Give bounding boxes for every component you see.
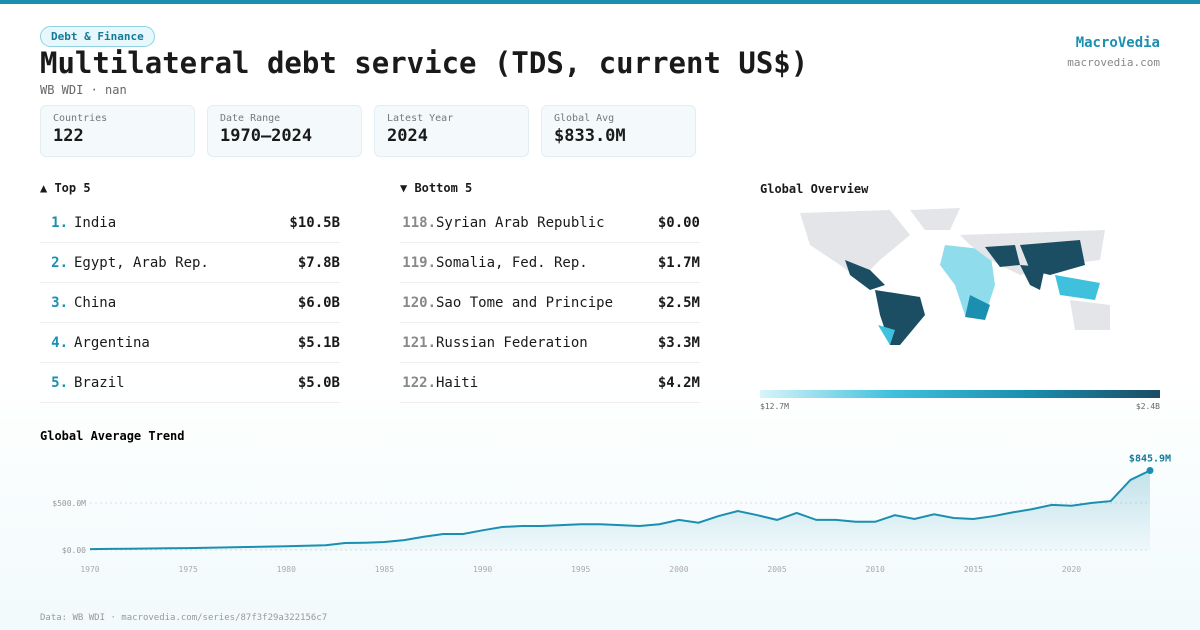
rank: 122. — [402, 374, 436, 391]
country: Brazil — [74, 374, 125, 391]
list-row: 1. India $10.5B — [40, 203, 340, 243]
stat-card: Latest Year 2024 — [374, 105, 529, 157]
list-row: 119. Somalia, Fed. Rep. $1.7M — [400, 243, 700, 283]
list-title: ▼ Bottom 5 — [400, 181, 473, 195]
value-label: $845.9M — [1129, 453, 1171, 464]
y-tick-label: $0.00 — [62, 546, 86, 555]
country: Russian Federation — [436, 334, 588, 351]
value: $3.3M — [657, 334, 700, 351]
value: $7.8B — [297, 254, 340, 271]
x-tick-label: 1995 — [571, 565, 590, 574]
x-tick-label: 2010 — [866, 565, 885, 574]
stat-value: $833.0M — [554, 126, 626, 146]
end-point — [1146, 466, 1154, 474]
country: India — [74, 214, 117, 231]
country: Argentina — [74, 334, 150, 351]
rank: 118. — [402, 214, 436, 231]
rank: 3. — [51, 294, 68, 311]
rank: 5. — [51, 374, 68, 391]
map-title: Global Overview — [760, 182, 869, 196]
stats: Countries 122 Date Range 1970–2024 Latest Ye… — [40, 105, 696, 157]
value: $6.0B — [297, 294, 340, 311]
list-row: 3. China $6.0B — [40, 283, 340, 323]
area — [90, 470, 1150, 550]
list-row: 2. Egypt, Arab Rep. $7.8B — [40, 243, 340, 283]
brand[interactable]: MacroVedia — [1075, 35, 1160, 51]
stat-label: Latest Year — [387, 113, 454, 124]
value: $1.7M — [657, 254, 700, 271]
value: $10.5B — [289, 214, 340, 231]
stat-value: 2024 — [387, 126, 428, 146]
tag[interactable]: Debt & Finance — [40, 26, 155, 47]
list-row: 122. Haiti $4.2M — [400, 363, 700, 403]
top-list: ▲ Top 5 1. India $10.5B 2. Egypt, Arab Rep. $7… — [40, 181, 340, 403]
country: Egypt, Arab Rep. — [74, 254, 209, 271]
x-tick-label: 1990 — [473, 565, 492, 574]
rank: 119. — [402, 254, 436, 271]
value: $4.2M — [657, 374, 700, 391]
trend-chart: Global Average Trend $0.00 $500.0M 1970 197… — [40, 429, 1171, 574]
color-scale — [760, 390, 1160, 398]
subtitle: WB WDI · nan — [40, 83, 127, 97]
x-tick-label: 1975 — [179, 565, 198, 574]
x-tick-label: 2015 — [964, 565, 983, 574]
country: Sao Tome and Principe — [436, 294, 614, 311]
x-tick-label: 2005 — [767, 565, 786, 574]
list-title: ▲ Top 5 — [40, 181, 91, 195]
stat-card: Date Range 1970–2024 — [207, 105, 362, 157]
value: $2.5M — [657, 294, 700, 311]
rank: 1. — [51, 214, 68, 231]
stat-card: Global Avg $833.0M — [541, 105, 696, 157]
site: macrovedia.com — [1067, 56, 1160, 69]
list-row: 121. Russian Federation $3.3M — [400, 323, 700, 363]
scale-max: $2.4B — [1135, 402, 1160, 411]
country: Somalia, Fed. Rep. — [436, 254, 588, 271]
value: $0.00 — [657, 214, 700, 231]
list-row: 120. Sao Tome and Principe $2.5M — [400, 283, 700, 323]
country: Syrian Arab Republic — [436, 214, 605, 231]
stat-label: Global Avg — [554, 113, 615, 124]
list-row: 5. Brazil $5.0B — [40, 363, 340, 403]
stat-value: 1970–2024 — [220, 126, 313, 146]
list-row: 118. Syrian Arab Republic $0.00 — [400, 203, 700, 243]
footer: Data: WB WDI · macrovedia.com/series/87f… — [40, 613, 328, 623]
x-tick-label: 2020 — [1062, 565, 1081, 574]
bottom-list: ▼ Bottom 5 118. Syrian Arab Republic $0.00 1… — [400, 181, 700, 403]
stat-label: Countries — [53, 113, 108, 124]
world-map — [800, 208, 1110, 345]
line — [89, 469, 1151, 551]
country: China — [74, 294, 117, 311]
stat-card: Countries 122 — [40, 105, 195, 157]
stat-value: 122 — [53, 126, 84, 146]
x-tick-label: 1985 — [375, 565, 394, 574]
x-tick-label: 2000 — [669, 565, 688, 574]
list-row: 4. Argentina $5.1B — [40, 323, 340, 363]
value: $5.0B — [297, 374, 340, 391]
stat-label: Date Range — [220, 113, 281, 124]
rank: 4. — [51, 334, 68, 351]
y-tick-label: $500.0M — [52, 499, 86, 508]
rank: 2. — [51, 254, 68, 271]
rank: 121. — [402, 334, 436, 351]
title: Multilateral debt service (TDS, current … — [40, 46, 809, 80]
rank: 120. — [402, 294, 436, 311]
scale-min: $12.7M — [760, 402, 789, 411]
country: Haiti — [436, 374, 479, 391]
value: $5.1B — [297, 334, 340, 351]
x-tick-label: 1970 — [80, 565, 99, 574]
x-tick-label: 1980 — [277, 565, 296, 574]
chart-title: Global Average Trend — [40, 429, 185, 443]
top-bar — [0, 0, 1200, 4]
